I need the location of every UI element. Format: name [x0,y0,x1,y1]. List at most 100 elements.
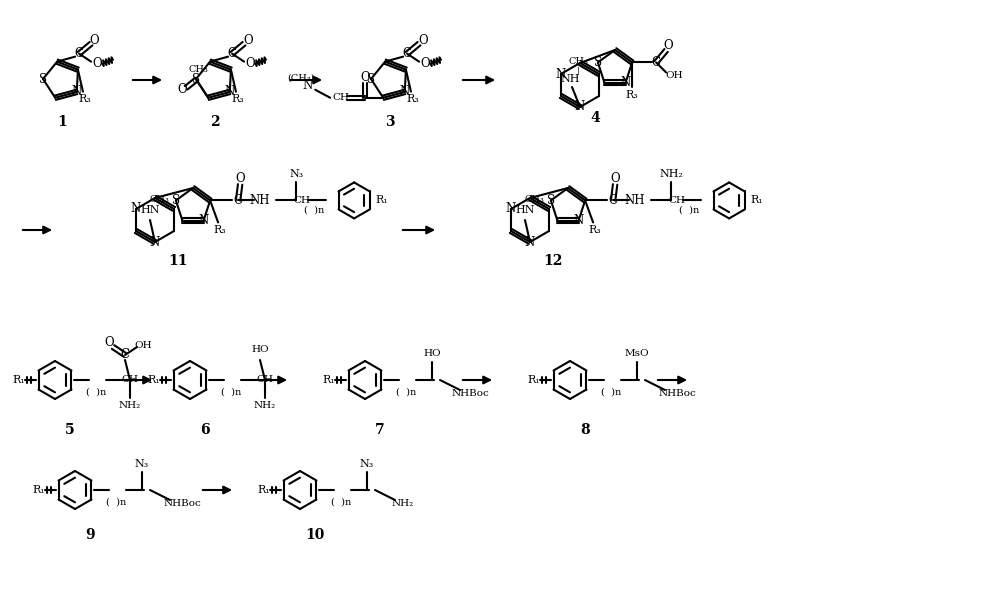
Text: (  )n: ( )n [396,387,416,397]
Text: C: C [403,47,412,60]
Text: 12: 12 [543,254,563,268]
Text: C: C [652,56,661,69]
Text: S: S [172,194,180,207]
Text: (  )n: ( )n [679,206,699,215]
Text: C: C [75,47,84,60]
Text: 5: 5 [65,423,75,437]
Text: NHBoc: NHBoc [451,390,489,398]
Text: 7: 7 [375,423,385,437]
Text: S: S [192,72,200,85]
Text: N: N [573,214,584,227]
Text: N: N [575,100,585,113]
Text: O: O [177,83,187,96]
Text: C: C [234,194,243,207]
Text: (  )n: ( )n [106,498,126,506]
Text: S: S [367,72,375,85]
Text: NH₂: NH₂ [254,400,276,410]
Text: O: O [610,172,620,185]
Text: S: S [39,72,47,85]
Text: NHBoc: NHBoc [658,390,696,398]
Text: N: N [225,85,235,98]
Text: O: O [243,34,253,47]
Text: N: N [72,85,82,98]
Text: O: O [92,57,102,70]
Text: N: N [620,76,631,89]
Text: NH: NH [250,194,270,207]
Text: (  )n: ( )n [304,206,324,215]
Text: CH: CH [122,375,138,384]
Text: O: O [663,39,673,52]
Text: R₃: R₃ [232,94,244,104]
Text: HN: HN [140,205,160,215]
Text: R₁: R₁ [33,485,45,495]
Text: NH₂: NH₂ [392,499,414,509]
Text: 10: 10 [305,528,325,542]
Text: (CH₃)₂: (CH₃)₂ [288,74,319,82]
Text: R₁: R₁ [323,375,335,385]
Text: R₃: R₃ [626,91,638,100]
Text: O: O [418,34,428,47]
Text: N: N [131,202,141,215]
Text: |: | [577,66,579,74]
Text: CH₃: CH₃ [568,56,588,65]
Text: CH₃: CH₃ [188,65,208,74]
Text: O: O [235,172,245,185]
Text: S: S [547,194,555,207]
Text: N: N [506,202,516,215]
Text: R₁: R₁ [258,485,270,495]
Text: (  )n: ( )n [221,387,241,397]
Text: O: O [360,71,370,84]
Text: 4: 4 [590,111,600,125]
Text: O: O [104,336,114,349]
Text: CH₃: CH₃ [524,196,544,205]
Text: HO: HO [251,346,269,355]
Text: 8: 8 [580,423,590,437]
Text: NH₂: NH₂ [119,400,141,410]
Text: (  )n: ( )n [86,387,106,397]
Text: O: O [420,57,430,70]
Text: CH₃: CH₃ [149,196,169,205]
Text: (  )n: ( )n [601,387,621,397]
Text: C: C [609,194,618,207]
Text: CH: CH [294,196,311,205]
Text: S: S [594,56,602,69]
Text: R₁: R₁ [528,375,540,385]
Text: C: C [228,47,237,60]
Text: N: N [302,79,312,93]
Text: 11: 11 [168,254,188,268]
Text: R₁: R₁ [376,196,388,205]
Text: R₁: R₁ [148,375,160,385]
Text: CH: CH [256,375,274,384]
Text: NH: NH [560,74,580,84]
Text: C: C [120,349,130,362]
Text: CH: CH [333,93,350,102]
Text: 2: 2 [210,115,220,129]
Text: (  )n: ( )n [331,498,351,506]
Text: NH₂: NH₂ [659,170,683,180]
Text: HN: HN [515,205,535,215]
Text: N: N [150,235,160,248]
Text: N: N [400,85,410,98]
Text: R₁: R₁ [13,375,25,385]
Text: N₃: N₃ [289,170,303,180]
Text: 6: 6 [200,423,210,437]
Text: R₃: R₃ [79,94,91,104]
Text: N: N [556,68,566,81]
Text: R₃: R₃ [407,94,419,104]
Text: 3: 3 [385,115,395,129]
Text: N₃: N₃ [135,459,149,469]
Text: NHBoc: NHBoc [163,499,201,509]
Text: 1: 1 [57,115,67,129]
Text: OH: OH [665,71,683,80]
Text: N₃: N₃ [360,459,374,469]
Text: NH: NH [625,194,645,207]
Text: HO: HO [423,349,441,359]
Text: 9: 9 [85,528,95,542]
Text: CH: CH [669,196,686,205]
Text: O: O [245,57,255,70]
Text: R₃: R₃ [214,225,226,235]
Text: MsO: MsO [625,349,649,359]
Text: N: N [525,235,535,248]
Text: N: N [198,214,209,227]
Text: R₃: R₃ [589,225,601,235]
